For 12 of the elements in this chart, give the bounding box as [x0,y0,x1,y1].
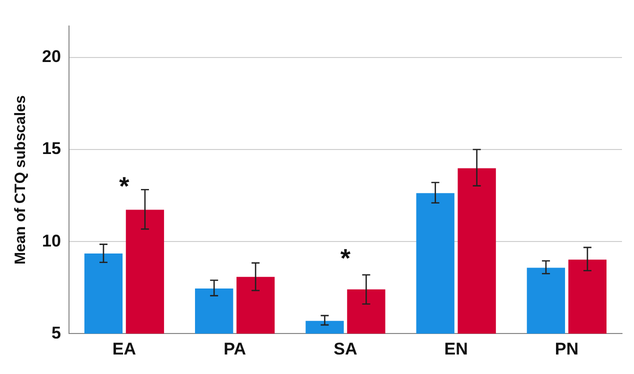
x-tick-label: PN [554,339,579,358]
y-axis-title: Mean of CTQ subscales [12,95,30,265]
y-tick-label: 15 [42,139,61,158]
y-tick-label: 5 [51,323,61,342]
x-tick-label: EN [444,339,468,358]
y-tick-label: 10 [42,231,61,250]
annotation: * [340,242,352,273]
y-tick-label: 20 [42,47,61,66]
x-tick-label: PA [224,339,246,358]
annotation: * [119,171,130,202]
x-tick-label: SA [334,339,358,358]
x-tick-label: EA [112,339,136,358]
